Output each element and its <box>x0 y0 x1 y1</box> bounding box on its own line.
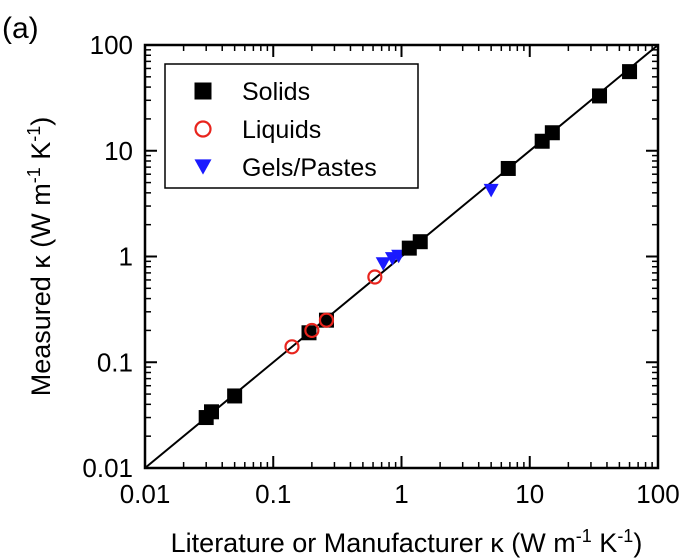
data-point <box>375 257 391 271</box>
x-axis-label-exp1: -1 <box>576 526 592 546</box>
y-axis-label-text: Measured κ (W m <box>26 183 56 396</box>
data-point <box>622 64 638 80</box>
legend-marker <box>194 120 212 138</box>
data-point <box>318 312 335 328</box>
data-point <box>227 388 243 404</box>
legend: Solids Liquids Gels/Pastes <box>164 63 419 189</box>
data-point <box>367 269 383 285</box>
y-tick-label: 0.01 <box>82 453 133 483</box>
legend-marker <box>194 82 212 100</box>
x-tick-label: 0.1 <box>255 479 291 509</box>
axis-ticks: 0.01 0.1 1 10 100 0.01 0.1 1 10 100 <box>82 30 679 509</box>
x-axis-label: Literature or Manufacturer κ (W m-1 K-1) <box>171 526 643 558</box>
data-point <box>318 312 334 328</box>
y-tick-label: 0.1 <box>97 347 133 377</box>
y-axis-label: Measured κ (W m-1 K-1) <box>24 117 56 397</box>
data-point <box>203 404 219 420</box>
y-axis-label-exp1: -1 <box>24 167 44 183</box>
data-point <box>412 234 428 250</box>
x-tick-label: 10 <box>515 479 544 509</box>
y-axis-label-unit: K <box>26 142 56 168</box>
x-axis-label-end: ) <box>633 528 642 558</box>
y-tick-label: 1 <box>119 242 133 272</box>
data-point <box>301 325 317 341</box>
legend-marker <box>194 159 212 175</box>
data-point <box>483 183 499 198</box>
data-point <box>544 125 560 141</box>
legend-label: Solids <box>242 78 310 106</box>
data-point <box>304 322 320 339</box>
legend-label: Gels/Pastes <box>242 154 377 182</box>
y-axis-label-end: ) <box>26 117 56 126</box>
data-point <box>592 88 608 104</box>
y-tick-label: 10 <box>104 136 133 166</box>
x-tick-label: 0.01 <box>120 479 171 509</box>
x-axis-label-exp2: -1 <box>617 526 633 546</box>
data-point <box>500 160 516 176</box>
legend-label: Liquids <box>242 116 321 144</box>
panel-label: (a) <box>2 12 39 45</box>
y-axis-label-exp2: -1 <box>24 126 44 142</box>
x-tick-label: 1 <box>394 479 408 509</box>
data-point <box>284 339 300 355</box>
y-tick-label: 100 <box>90 30 133 60</box>
data-points <box>198 64 638 426</box>
x-axis-label-text: Literature or Manufacturer κ (W m <box>171 528 576 558</box>
x-tick-label: 100 <box>636 479 679 509</box>
x-axis-label-unit: K <box>592 528 618 558</box>
